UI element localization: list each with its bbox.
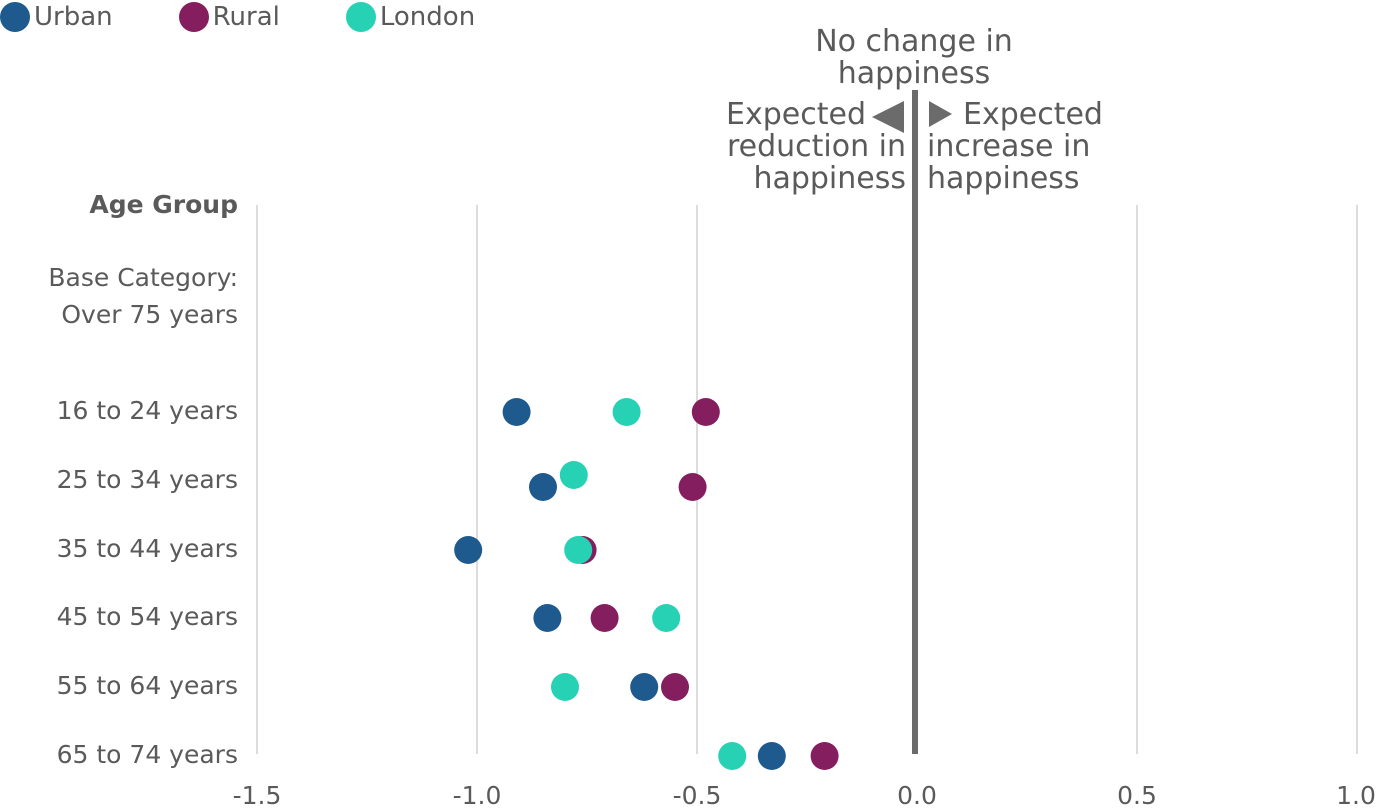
- point-urban-4: [630, 673, 659, 701]
- annotation-no-change: No change in happiness: [760, 26, 1068, 90]
- point-rural-3: [590, 604, 619, 632]
- point-london-3: [652, 604, 681, 632]
- annotation-increase-line1: Expected: [963, 97, 1103, 132]
- x-tick-label: -0.5: [672, 781, 722, 810]
- x-tick-label: 1.0: [1336, 781, 1376, 810]
- y-header: Age Group: [89, 190, 238, 219]
- annotation-reduction: Expected reduction in happiness: [726, 99, 906, 195]
- category-label: 45 to 54 years: [56, 602, 238, 631]
- category-label: 25 to 34 years: [56, 465, 238, 494]
- point-london-4: [551, 673, 579, 701]
- annotation-reduction-line2: reduction in: [726, 129, 906, 164]
- legend-label-rural: Rural: [212, 2, 280, 32]
- point-rural-1: [678, 473, 707, 501]
- annotation-increase: Expected increase in happiness: [927, 99, 1103, 195]
- gridlines: [256, 205, 1358, 754]
- point-rural-4: [661, 673, 689, 701]
- point-urban-0: [502, 398, 531, 426]
- category-label: 16 to 24 years: [56, 396, 238, 425]
- legend-label-urban: Urban: [34, 2, 113, 32]
- category-label: 55 to 64 years: [56, 671, 238, 700]
- x-tick-label: -1.0: [452, 781, 502, 810]
- legend-item-london: London: [345, 2, 476, 32]
- point-rural-5: [810, 742, 839, 770]
- annotation-increase-line3: happiness: [927, 161, 1080, 196]
- point-london-2: [564, 536, 593, 564]
- annotation-increase-line2: increase in: [927, 129, 1091, 164]
- base-category-line2: Over 75 years: [61, 300, 238, 329]
- legend-item-rural: Rural: [178, 2, 280, 32]
- x-tick-label: 0.0: [897, 781, 937, 810]
- point-london-1: [559, 461, 588, 489]
- annotation-no-change-line2: happiness: [837, 56, 991, 91]
- category-label: 35 to 44 years: [56, 534, 238, 563]
- annotation-reduction-line1: Expected: [726, 97, 866, 132]
- x-tick-label: -1.5: [232, 781, 282, 810]
- legend-swatch-london: [345, 2, 376, 32]
- base-category-line1: Base Category:: [48, 263, 238, 292]
- x-tick-label: 0.5: [1117, 781, 1157, 810]
- category-label: 65 to 74 years: [56, 740, 238, 769]
- legend-swatch-urban: [0, 2, 30, 32]
- data-points: [454, 398, 839, 770]
- legend: Urban Rural London: [0, 0, 541, 34]
- legend-swatch-rural: [178, 2, 209, 32]
- arrow-right: [929, 101, 952, 127]
- point-urban-5: [757, 742, 786, 770]
- annotation-no-change-line1: No change in: [815, 24, 1013, 59]
- point-london-5: [718, 742, 747, 770]
- point-urban-2: [454, 536, 483, 564]
- legend-label-london: London: [379, 2, 476, 32]
- zero-line: [912, 90, 918, 754]
- point-urban-3: [533, 604, 562, 632]
- legend-item-urban: Urban: [0, 2, 113, 32]
- point-urban-1: [529, 473, 557, 501]
- arrow-left: [872, 101, 904, 133]
- point-rural-0: [691, 398, 720, 426]
- annotation-reduction-line3: happiness: [753, 161, 906, 196]
- point-london-0: [612, 398, 641, 426]
- base-category-label: Base Category: Over 75 years: [48, 259, 238, 333]
